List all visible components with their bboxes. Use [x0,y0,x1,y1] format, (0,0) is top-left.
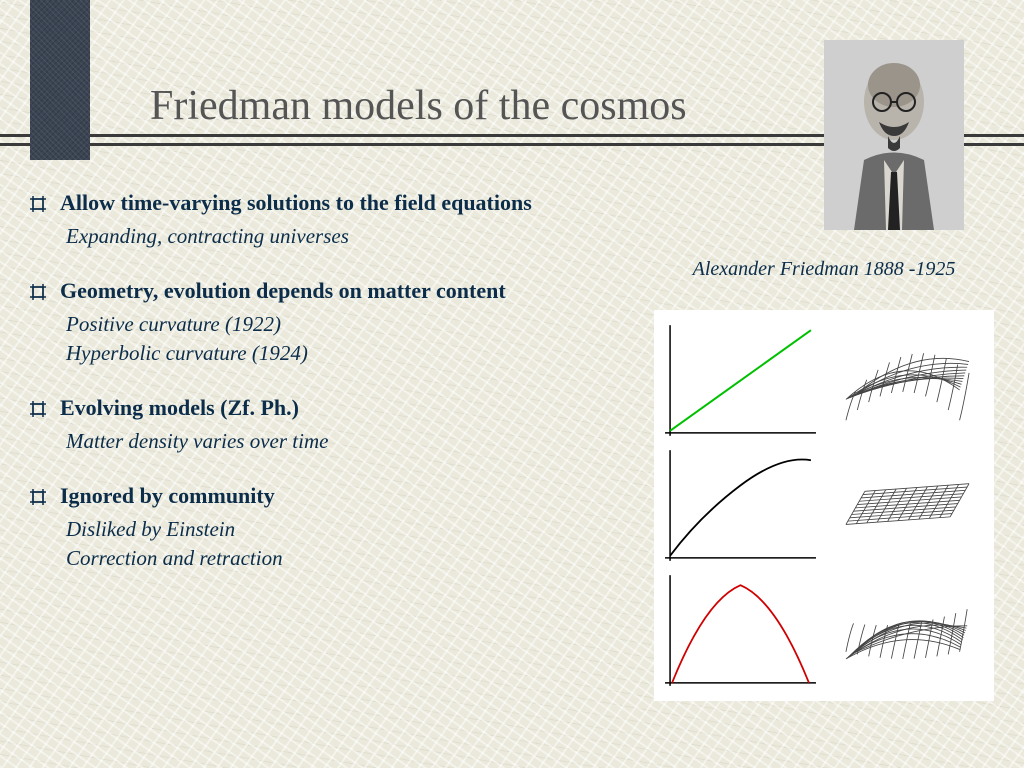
bullet-lead: Geometry, evolution depends on matter co… [30,278,650,304]
slide-title: Friedman models of the cosmos [150,82,687,130]
diagram-row [660,443,988,568]
accent-block [30,0,90,160]
bullet-icon [30,489,46,505]
bullet-group: Evolving models (Zf. Ph.) Matter density … [30,395,650,455]
bullet-sub: Expanding, contracting universes [66,222,650,250]
bullet-lead-text: Allow time-varying solutions to the fiel… [60,190,532,216]
surface-plot [827,568,988,693]
diagram-row [660,318,988,443]
bullet-lead-text: Geometry, evolution depends on matter co… [60,278,506,304]
bullet-sub: Correction and retraction [66,544,650,572]
bullet-lead: Allow time-varying solutions to the fiel… [30,190,650,216]
bullet-lead-text: Evolving models (Zf. Ph.) [60,395,299,421]
bullet-icon [30,196,46,212]
bullet-lead: Evolving models (Zf. Ph.) [30,395,650,421]
bullet-sub: Disliked by Einstein [66,515,650,543]
bullet-sub: Matter density varies over time [66,427,650,455]
bullet-icon [30,401,46,417]
surface-plot [827,318,988,443]
curve-plot [660,443,821,568]
bullet-lead: Ignored by community [30,483,650,509]
diagram-panel [654,310,994,701]
bullet-content: Allow time-varying solutions to the fiel… [30,190,650,600]
bullet-group: Ignored by community Disliked by Einstein… [30,483,650,572]
diagram-row [660,568,988,693]
bullet-sub: Positive curvature (1922) [66,310,650,338]
bullet-icon [30,284,46,300]
portrait-image [824,40,964,230]
bullet-group: Geometry, evolution depends on matter co… [30,278,650,367]
bullet-group: Allow time-varying solutions to the fiel… [30,190,650,250]
curve-plot [660,568,821,693]
portrait-caption: Alexander Friedman 1888 -1925 [664,258,984,281]
bullet-sub: Hyperbolic curvature (1924) [66,339,650,367]
surface-plot [827,443,988,568]
curve-plot [660,318,821,443]
bullet-lead-text: Ignored by community [60,483,275,509]
